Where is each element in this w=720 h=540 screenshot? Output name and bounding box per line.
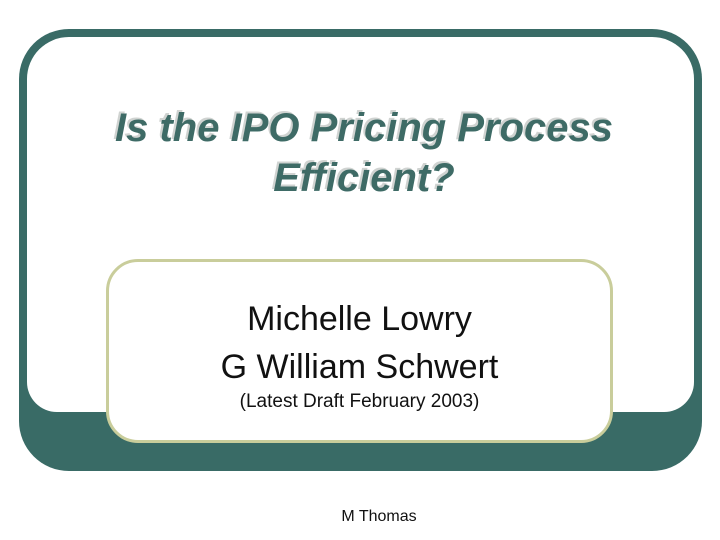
footer-text: M Thomas	[341, 508, 417, 525]
author-name-2: G William Schwert	[220, 348, 499, 386]
author-name-1: Michelle Lowry	[247, 300, 472, 338]
title-line-1: Is the IPO Pricing Process	[115, 106, 613, 150]
slide-title: Is the IPO Pricing Process Efficient?	[0, 103, 720, 203]
draft-note: (Latest Draft February 2003)	[239, 391, 480, 412]
title-line-2: Efficient?	[273, 156, 455, 200]
authors-box: Michelle Lowry G William Schwert (Latest…	[106, 259, 613, 443]
